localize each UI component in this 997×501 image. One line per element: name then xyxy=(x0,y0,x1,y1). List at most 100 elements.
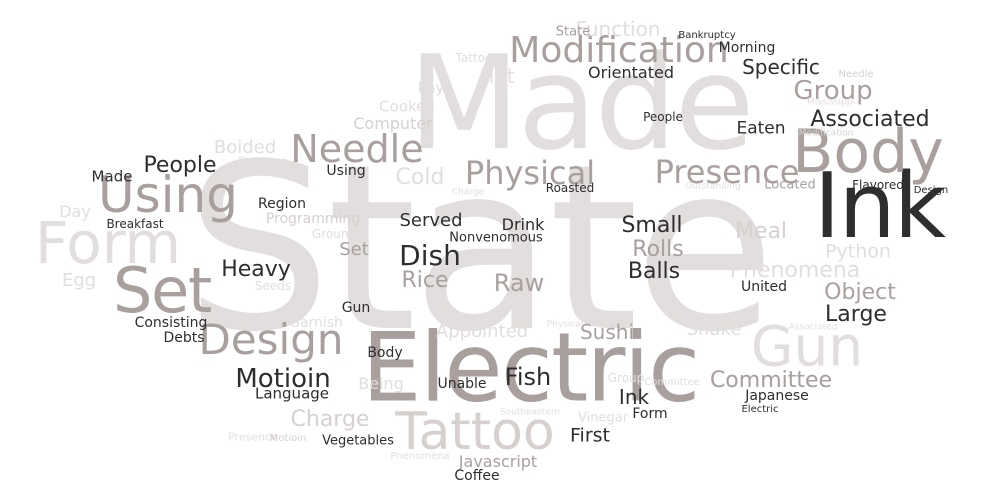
word-presence: Presence xyxy=(654,153,800,191)
word-motioin: Motioin xyxy=(235,364,331,394)
word-raw: Raw xyxy=(493,269,545,297)
word-united: United xyxy=(741,279,787,295)
word-tattoo: Tattoo xyxy=(455,51,493,65)
word-morning: Morning xyxy=(718,40,776,56)
word-appointed: Appointed xyxy=(435,321,529,342)
word-object: Object xyxy=(824,280,896,305)
word-design: Design xyxy=(913,185,949,196)
word-balls: Balls xyxy=(627,259,681,284)
word-language: Language xyxy=(254,384,330,403)
word-committee: Committee xyxy=(644,377,700,388)
word-ground: Ground xyxy=(311,227,357,241)
word-presence: Presence xyxy=(238,154,288,168)
word-group: Group xyxy=(607,371,645,385)
word-ink: Ink xyxy=(618,385,650,409)
word-charge: Charge xyxy=(451,187,485,198)
word-modification: Modification xyxy=(798,128,854,139)
word-phenomena: Phenomena xyxy=(390,451,450,462)
word-meal: Meal xyxy=(734,219,788,244)
word-seeds: Seeds xyxy=(254,279,292,293)
word-consisting: Consisting xyxy=(134,315,208,331)
word-function: Function xyxy=(575,17,661,41)
word-gun: Gun xyxy=(750,314,864,379)
word-needle: Needle xyxy=(838,69,874,80)
word-southeastern: Southeastern xyxy=(499,407,561,418)
word-roasted: Roasted xyxy=(545,181,595,195)
word-set: Set xyxy=(112,254,212,327)
word-design: Design xyxy=(198,315,344,364)
word-electric: Electric xyxy=(361,313,701,424)
word-python: Python xyxy=(825,240,891,263)
word-ink: Ink xyxy=(813,154,946,259)
word-dish: Dish xyxy=(399,239,461,272)
word-japanese: Japanese xyxy=(745,388,809,404)
word-rolls: Rolls xyxy=(632,237,684,262)
word-first: First xyxy=(570,424,610,447)
word-body: Body xyxy=(792,117,944,187)
word-state: State xyxy=(555,24,591,40)
word-coffee: Coffee xyxy=(454,468,500,484)
word-physical: Physical xyxy=(464,154,596,192)
word-drink: Drink xyxy=(501,215,545,234)
word-using: Using xyxy=(326,163,366,179)
word-vegetables: Vegetables xyxy=(322,433,394,449)
word-pay: Pay xyxy=(417,78,445,97)
word-located: Located xyxy=(764,177,816,193)
word-day: Day xyxy=(59,202,91,221)
word-unable: Unable xyxy=(437,376,487,392)
word-orientated: Orientated xyxy=(588,63,674,82)
word-javascript: Javascript xyxy=(458,452,538,471)
word-vinegar: Vinegar xyxy=(577,410,629,426)
word-physical: Physical xyxy=(546,319,584,330)
word-associated: Associated xyxy=(788,322,838,333)
word-snake: Snake xyxy=(686,319,742,340)
word-fish: Fish xyxy=(504,363,552,391)
word-rice: Rice xyxy=(401,268,449,293)
word-being: Being xyxy=(358,374,404,393)
word-committee: Committee xyxy=(709,368,833,393)
word-set: Set xyxy=(339,239,369,260)
word-charge: Charge xyxy=(290,407,370,432)
word-mississippi: Mississippi xyxy=(807,97,855,108)
word-tattoo: Tattoo xyxy=(395,402,555,462)
word-heavy: Heavy xyxy=(221,257,291,282)
word-boided: Boided xyxy=(213,137,277,158)
word-garnish: Garnish xyxy=(289,315,343,331)
word-sushi: Sushi xyxy=(579,320,635,344)
word-motioin: Motioin xyxy=(269,433,307,444)
word-made: Made xyxy=(91,167,133,186)
word-hot: Hot xyxy=(479,64,515,88)
word-outstanding: Outstanding xyxy=(685,181,741,192)
word-made: Made xyxy=(408,27,755,179)
word-needle: Needle xyxy=(290,127,424,171)
word-bankruptcy: Bankruptcy xyxy=(678,30,736,41)
word-presence: Presence xyxy=(228,430,278,444)
word-specific: Specific xyxy=(742,55,820,79)
word-people: People xyxy=(143,153,217,178)
word-group: Group xyxy=(793,76,873,106)
word-body: Body xyxy=(367,345,403,361)
word-programming: Programming xyxy=(265,211,361,227)
word-phenomena: Phenomena xyxy=(729,258,861,283)
word-using: Using xyxy=(98,166,238,224)
word-state: State xyxy=(185,116,775,383)
word-cooked: Cooked xyxy=(379,97,435,116)
word-electric: Electric xyxy=(741,404,779,415)
word-large: Large xyxy=(825,302,887,327)
word-region: Region xyxy=(258,196,306,212)
word-associated: Associated xyxy=(810,107,930,132)
word-committee: Committee xyxy=(709,368,833,393)
word-computer: Computer xyxy=(353,114,433,133)
word-modification: Modification xyxy=(509,30,729,71)
word-gun: Gun xyxy=(341,300,371,316)
word-cold: Cold xyxy=(395,165,445,190)
word-form: Form xyxy=(34,209,182,277)
word-served: Served xyxy=(399,210,463,231)
word-form: Form xyxy=(632,406,668,422)
word-nonvenomous: Nonvenomous xyxy=(449,230,543,246)
word-flavored: Flavored xyxy=(852,178,904,192)
word-eaten: Eaten xyxy=(736,118,786,139)
word-debts: Debts xyxy=(163,330,205,346)
word-people: People xyxy=(643,110,683,124)
